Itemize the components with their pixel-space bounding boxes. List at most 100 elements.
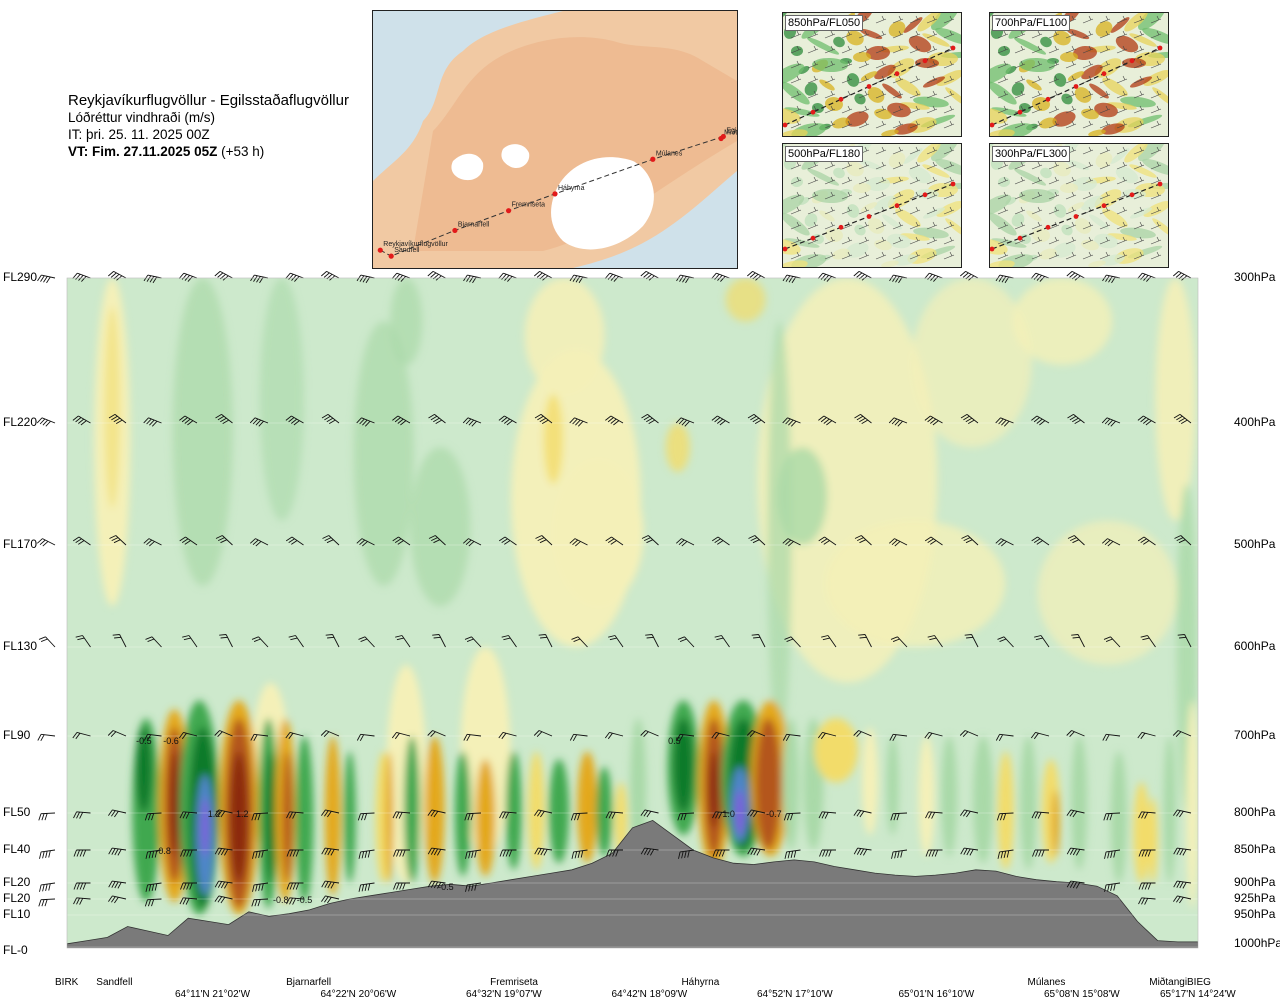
panel-barb [1099,60,1111,69]
panel-waypoint [990,122,995,128]
panel-barb [1065,236,1077,245]
panel-barb [892,15,904,24]
field-patch [887,189,915,209]
field-patch [1032,227,1050,243]
field-patch [900,102,930,110]
wind-barb [321,414,340,424]
panel-barb [841,236,853,245]
wind-barb [321,847,340,856]
panel-barb [1099,105,1111,114]
panel-barb [1082,105,1094,114]
wind-barb [179,415,198,426]
panel-barb [790,236,802,245]
panel-barb [875,161,887,170]
field-patch [783,63,805,85]
panel-barb [790,161,802,170]
field-patch [1143,70,1168,86]
wind-barb [1066,271,1085,281]
wind-barb [1101,538,1121,547]
left-tick-label: FL-0 [3,943,28,957]
vatnajokull-glacier [551,157,654,250]
field-patch [819,79,835,91]
wind-barb [569,733,588,742]
velocity-blob [200,797,209,857]
panel-waypoint [1045,224,1051,230]
waypoint-label: Bjarnarfell [458,221,490,228]
panel-barb [943,105,955,114]
panel-barb [841,206,853,215]
field-patch [991,107,1027,117]
wind-barb [677,636,695,648]
panel-barb [943,206,955,215]
wind-barb [1173,880,1192,889]
panel-barb [1048,206,1060,215]
panel-barb [1133,120,1145,129]
wind-barb [1031,415,1050,426]
panel-barb [926,105,938,114]
wind-barb [960,271,979,281]
wind-barb [571,636,588,648]
panel-barb [1065,30,1077,39]
velocity-blob [353,321,414,586]
wind-barb [249,538,269,547]
field-patch [1102,77,1128,97]
panel-barb [1065,176,1077,185]
panel-barb [858,90,870,99]
wind-barb [964,634,979,648]
wind-barb [1067,414,1085,424]
wind-barb [464,636,482,648]
field-patch [1094,189,1122,209]
panel-barb [1133,191,1145,200]
x-station-label: BIEG [1187,977,1211,988]
panel-barb [1133,251,1145,260]
field-patch [922,33,950,47]
field-patch [945,87,961,107]
waypoint-label: Egilsstaðir [726,127,737,135]
panel-barb [997,60,1009,69]
panel-barb [824,251,836,260]
panel-barb [790,45,802,54]
right-tick-label: 900hPa [1234,875,1276,889]
field-patch [1019,57,1055,73]
field-patch [1142,27,1168,45]
wind-barb [924,731,943,740]
panel-barb [892,30,904,39]
wind-barb [747,809,766,818]
wind-barb [1174,535,1192,546]
left-tick-label: FL220 [3,415,38,429]
wind-barb [1173,847,1192,856]
velocity-blob [403,736,420,883]
wind-barb [219,634,233,648]
wind-barb [641,414,659,424]
panel-barb [1048,75,1060,84]
wind-barb [853,730,872,738]
wind-barb [358,882,375,892]
wind-barb [1173,895,1192,904]
wind-barb [286,849,304,857]
panel-barb [824,75,836,84]
panel-waypoint [866,84,872,89]
panel-barb [909,120,921,129]
panel-barb [892,221,904,230]
wind-barb [1138,897,1156,905]
wind-barb [1031,536,1050,546]
wind-barb [321,895,340,904]
velocity-blob [1020,736,1037,870]
field-patch [784,107,820,117]
highlands [413,37,737,251]
panel-barb [875,30,887,39]
wind-barb [782,417,801,427]
panel-barb [997,176,1009,185]
panel-barb [1116,15,1128,24]
x-station-label: BIRK [55,977,79,988]
panel-barb [1116,45,1128,54]
panel-barb [1133,45,1145,54]
wind-barb [711,272,730,282]
panel-waypoint [922,58,928,64]
panel-barb [875,146,887,155]
field-patch [853,182,871,194]
panel-300: 300hPa/FL300 [989,143,1169,268]
field-patch [832,117,850,129]
wind-barb [144,812,162,821]
